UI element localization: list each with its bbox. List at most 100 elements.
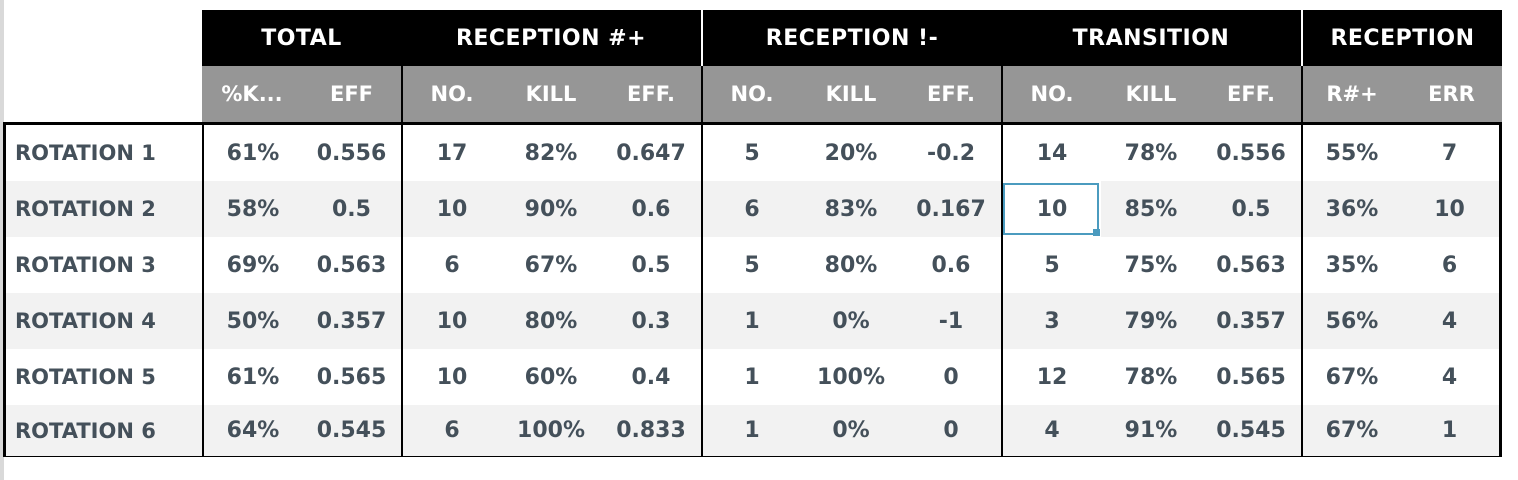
table-cell[interactable]: 0.5: [631, 252, 671, 278]
table-cell[interactable]: 0.556: [1216, 140, 1286, 166]
sub-header-recgood-eff[interactable]: EFF.: [627, 82, 675, 106]
table-cell[interactable]: 60%: [524, 364, 578, 390]
table-cell[interactable]: -1: [938, 308, 964, 334]
table-cell[interactable]: 80%: [824, 252, 878, 278]
table-cell[interactable]: 67%: [524, 252, 578, 278]
table-cell[interactable]: 36%: [1301, 181, 1401, 237]
sub-header-recbad-kill[interactable]: KILL: [825, 82, 877, 106]
table-cell[interactable]: 14: [1001, 125, 1101, 181]
table-cell[interactable]: 20%: [824, 140, 878, 166]
table-cell[interactable]: 61%: [202, 125, 302, 181]
fill-handle[interactable]: [1093, 229, 1100, 236]
table-cell[interactable]: 0%: [832, 308, 870, 334]
table-cell[interactable]: 78%: [1124, 364, 1178, 390]
table-cell[interactable]: 0: [943, 418, 959, 443]
table-cell[interactable]: 35%: [1301, 237, 1401, 293]
table-cell[interactable]: 5: [701, 125, 801, 181]
group-header-total[interactable]: TOTAL: [261, 25, 342, 51]
table-cell[interactable]: 10: [401, 181, 501, 237]
table-cell[interactable]: 0.833: [616, 418, 686, 443]
row-label[interactable]: ROTATION 6: [15, 418, 156, 443]
sub-header-recgood-no[interactable]: NO.: [401, 66, 501, 122]
table-cell[interactable]: 6: [701, 181, 801, 237]
table-cell[interactable]: 100%: [817, 364, 885, 390]
row-label[interactable]: ROTATION 1: [15, 141, 156, 165]
group-header-reception[interactable]: RECEPTION: [1301, 10, 1502, 66]
table-cell[interactable]: 0.565: [1216, 364, 1286, 390]
sub-header-transition-kill[interactable]: KILL: [1125, 82, 1177, 106]
table-cell[interactable]: 0: [943, 364, 959, 390]
sub-header-reception-err[interactable]: ERR: [1428, 82, 1475, 106]
table-cell[interactable]: 1: [1441, 418, 1458, 443]
table-cell[interactable]: 0.5: [332, 196, 371, 222]
table-cell[interactable]: 4: [1441, 364, 1458, 390]
table-cell[interactable]: 7: [1441, 140, 1458, 166]
table-cell[interactable]: 0.357: [1216, 308, 1286, 334]
sub-header-total-kill-pct[interactable]: %K...: [221, 82, 283, 106]
table-cell[interactable]: 1: [701, 349, 801, 405]
table-cell[interactable]: 6: [401, 237, 501, 293]
table-cell[interactable]: 1: [701, 293, 801, 349]
selected-cell[interactable]: 10: [1001, 181, 1101, 237]
row-label[interactable]: ROTATION 2: [15, 197, 156, 221]
table-cell[interactable]: 0.3: [631, 308, 671, 334]
table-cell[interactable]: 90%: [524, 196, 578, 222]
table-cell[interactable]: 0.5: [1231, 196, 1271, 222]
table-cell[interactable]: 4: [1001, 405, 1101, 456]
table-cell[interactable]: 78%: [1124, 140, 1178, 166]
sub-header-total-eff[interactable]: EFF: [329, 82, 374, 106]
table-cell[interactable]: 75%: [1124, 252, 1178, 278]
table-cell[interactable]: 0.4: [631, 364, 671, 390]
table-cell[interactable]: 0.357: [316, 308, 387, 334]
table-cell[interactable]: 6: [401, 405, 501, 456]
table-cell[interactable]: 17: [401, 125, 501, 181]
table-cell[interactable]: 69%: [202, 237, 302, 293]
table-cell[interactable]: 0.6: [631, 196, 671, 222]
row-label[interactable]: ROTATION 4: [15, 309, 156, 333]
table-cell[interactable]: 0.545: [1216, 418, 1286, 443]
table-cell[interactable]: 1: [701, 405, 801, 456]
table-cell[interactable]: 80%: [524, 308, 578, 334]
table-cell[interactable]: 83%: [824, 196, 878, 222]
table-cell[interactable]: 10: [401, 293, 501, 349]
row-label[interactable]: ROTATION 3: [15, 253, 156, 277]
table-cell[interactable]: 0.556: [316, 140, 387, 166]
table-cell[interactable]: 10: [1434, 196, 1465, 222]
table-cell[interactable]: 0.167: [916, 196, 986, 222]
table-cell[interactable]: 5: [701, 237, 801, 293]
table-cell[interactable]: 0.563: [1216, 252, 1286, 278]
table-cell[interactable]: 0.545: [316, 418, 387, 443]
table-cell[interactable]: 10: [401, 349, 501, 405]
table-cell[interactable]: 3: [1001, 293, 1101, 349]
table-cell[interactable]: 0.565: [316, 364, 387, 390]
group-header-reception-good[interactable]: RECEPTION #+: [455, 25, 647, 51]
row-label[interactable]: ROTATION 5: [15, 365, 156, 389]
table-cell[interactable]: 0%: [832, 418, 870, 443]
table-cell[interactable]: 67%: [1301, 349, 1401, 405]
group-header-reception-bad[interactable]: RECEPTION !-: [701, 10, 1001, 66]
table-cell[interactable]: 55%: [1301, 125, 1401, 181]
table-cell[interactable]: 5: [1001, 237, 1101, 293]
table-cell[interactable]: 82%: [524, 140, 578, 166]
table-cell[interactable]: 12: [1001, 349, 1101, 405]
table-cell[interactable]: -0.2: [926, 140, 976, 166]
table-cell[interactable]: 61%: [202, 349, 302, 405]
table-cell[interactable]: 67%: [1301, 405, 1401, 456]
sub-header-reception-pct[interactable]: R#+: [1301, 66, 1401, 122]
table-cell[interactable]: 6: [1441, 252, 1458, 278]
sub-header-recbad-no[interactable]: NO.: [701, 66, 801, 122]
table-cell[interactable]: 0.647: [616, 140, 686, 166]
table-cell[interactable]: 0.563: [316, 252, 387, 278]
table-cell[interactable]: 91%: [1124, 418, 1178, 443]
table-cell[interactable]: 50%: [202, 293, 302, 349]
table-cell[interactable]: 100%: [517, 418, 585, 443]
sub-header-transition-no[interactable]: NO.: [1001, 66, 1101, 122]
table-cell[interactable]: 64%: [202, 405, 302, 456]
sub-header-recbad-eff[interactable]: EFF.: [927, 82, 975, 106]
table-cell[interactable]: 85%: [1124, 196, 1178, 222]
group-header-transition[interactable]: TRANSITION: [1072, 25, 1230, 51]
sub-header-transition-eff[interactable]: EFF.: [1227, 82, 1275, 106]
sub-header-recgood-kill[interactable]: KILL: [525, 82, 577, 106]
table-cell[interactable]: 0.6: [931, 252, 971, 278]
table-cell[interactable]: 56%: [1301, 293, 1401, 349]
